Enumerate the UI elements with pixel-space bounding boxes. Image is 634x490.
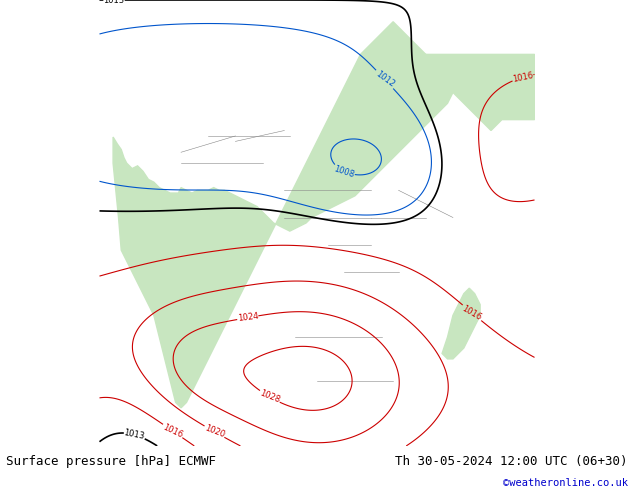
Text: 1013: 1013 [103, 0, 125, 4]
Text: Surface pressure [hPa] ECMWF: Surface pressure [hPa] ECMWF [6, 455, 216, 468]
Text: 1028: 1028 [258, 389, 281, 405]
Text: 1008: 1008 [333, 164, 356, 179]
Text: 1020: 1020 [203, 424, 226, 440]
Text: 1024: 1024 [237, 312, 259, 323]
Text: 1016: 1016 [460, 304, 483, 322]
Text: 1012: 1012 [373, 70, 396, 89]
Text: 1016: 1016 [161, 422, 184, 440]
Polygon shape [442, 288, 480, 359]
Text: Th 30-05-2024 12:00 UTC (06+30): Th 30-05-2024 12:00 UTC (06+30) [395, 455, 628, 468]
Text: ©weatheronline.co.uk: ©weatheronline.co.uk [503, 478, 628, 489]
Polygon shape [113, 22, 456, 408]
Text: 1016: 1016 [512, 71, 534, 84]
Text: 1013: 1013 [123, 428, 146, 441]
Polygon shape [382, 54, 534, 130]
